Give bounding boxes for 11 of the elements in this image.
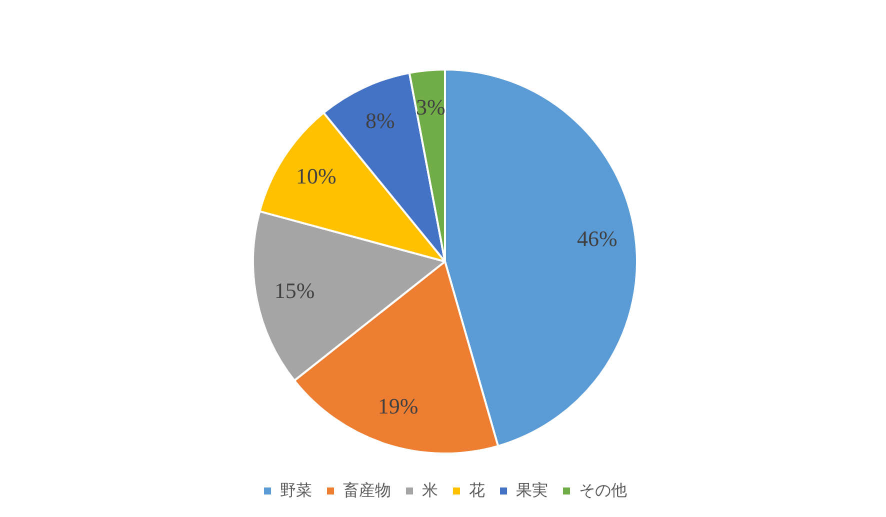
data-label: 8% xyxy=(366,108,395,134)
legend-label: その他 xyxy=(579,482,627,500)
legend-label: 野菜 xyxy=(280,481,312,500)
data-label: 19% xyxy=(378,394,418,419)
legend-label: 花 xyxy=(469,481,485,500)
data-label: 10% xyxy=(296,164,336,189)
data-label: 46% xyxy=(576,226,618,251)
legend-label: 畜産物 xyxy=(343,481,391,500)
legend-label: 米 xyxy=(422,481,438,500)
legend-label: 果実 xyxy=(516,481,548,500)
data-label: 15% xyxy=(274,278,315,304)
